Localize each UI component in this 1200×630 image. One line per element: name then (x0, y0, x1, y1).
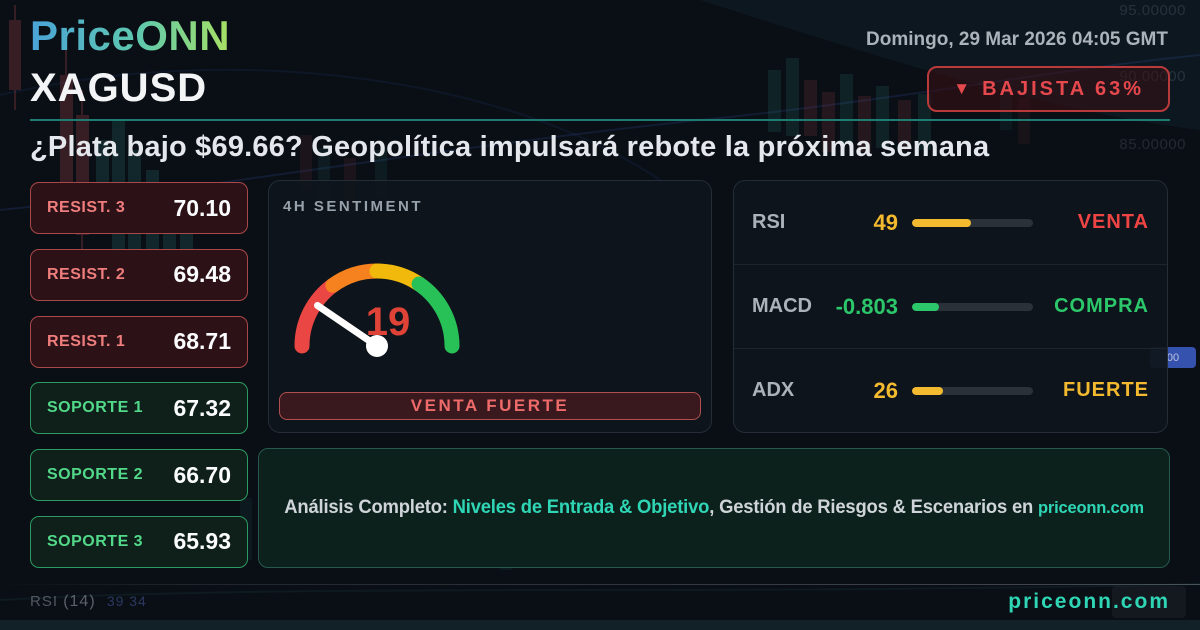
symbol-title: XAGUSD (30, 66, 208, 110)
resistance-3-box: RESIST. 3 70.10 (30, 182, 248, 234)
indicator-bar-fill (912, 386, 944, 395)
resistance-1-box: RESIST. 1 68.71 (30, 315, 248, 368)
footer-site-link[interactable]: priceonn.com (1008, 590, 1170, 613)
logo-part-onn: ONN (135, 12, 231, 59)
promo-banner-text: Análisis Completo: Niveles de Entrada & … (284, 497, 1144, 519)
indicator-status: VENTA (1077, 211, 1149, 233)
triangle-down-icon: ▼ (953, 79, 971, 98)
brand-logo: PriceONN (30, 12, 230, 60)
indicators-card: RSI 49 VENTA MACD -0.803 COMPRA ADX 26 F… (733, 180, 1168, 433)
indicator-name: MACD (752, 295, 812, 317)
logo-part-price: Price (30, 12, 136, 59)
promo-banner: Análisis Completo: Niveles de Entrada & … (258, 448, 1170, 568)
bearish-signal-badge: ▼ BAJISTA 63% (927, 66, 1170, 112)
bg-axis-label: 95.00000 (1119, 2, 1186, 19)
indicator-row-adx: ADX 26 FUERTE (734, 348, 1167, 432)
level-value: 65.93 (173, 528, 231, 555)
sentiment-gauge: 19 (272, 231, 492, 371)
footer-rsi-label: RSI (30, 593, 59, 610)
level-label: RESIST. 3 (47, 199, 126, 216)
indicator-status: FUERTE (1063, 379, 1149, 401)
indicator-bar (912, 218, 1033, 227)
indicator-value: 49 (873, 209, 898, 235)
sentiment-status-pill: VENTA FUERTE (279, 392, 701, 420)
footer-rsi-values: 39 34 (106, 593, 147, 609)
levels-column: RESIST. 3 70.10 RESIST. 2 69.48 RESIST. … (30, 182, 248, 568)
level-value: 70.10 (173, 194, 231, 221)
footer-rsi-period: (14) (63, 593, 96, 610)
signal-badge-label: BAJISTA 63% (982, 77, 1144, 100)
gauge-arc-green (411, 276, 460, 354)
level-label: RESIST. 2 (47, 265, 126, 283)
indicator-value: 26 (873, 377, 898, 403)
support-1-box: SOPORTE 1 67.32 (30, 382, 248, 435)
indicator-bar (912, 302, 1033, 311)
resistance-2-box: RESIST. 2 69.48 (30, 248, 248, 301)
gauge-needle (314, 302, 381, 350)
gauge-pivot (366, 335, 388, 357)
level-label: SOPORTE 2 (47, 466, 144, 484)
sentiment-card: 4H SENTIMENT 19 VENTA FUERTE (268, 180, 712, 433)
bottom-strip (0, 620, 1200, 630)
support-2-box: SOPORTE 2 66.70 (30, 449, 248, 502)
indicator-row-macd: MACD -0.803 COMPRA (734, 264, 1167, 348)
footer-divider (0, 584, 1200, 585)
level-label: SOPORTE 3 (47, 532, 144, 550)
indicator-row-rsi: RSI 49 VENTA (734, 181, 1167, 264)
indicator-value: -0.803 (835, 293, 898, 319)
banner-middle: , Gestión de Riesgos & Escenarios en (709, 497, 1038, 518)
banner-highlight: Niveles de Entrada & Objetivo (452, 497, 710, 518)
indicator-status: COMPRA (1054, 295, 1149, 317)
bg-axis-label: 85.00000 (1119, 136, 1186, 153)
support-3-box: SOPORTE 3 65.93 (30, 515, 248, 568)
level-value: 67.32 (173, 394, 231, 421)
banner-prefix: Análisis Completo: (284, 497, 453, 518)
headline: ¿Plata bajo $69.66? Geopolítica impulsar… (30, 131, 990, 163)
indicator-name: ADX (752, 379, 795, 401)
level-label: SOPORTE 1 (47, 399, 144, 417)
indicator-bar-fill (912, 218, 972, 227)
indicator-name: RSI (752, 211, 786, 233)
datetime-label: Domingo, 29 Mar 2026 04:05 GMT (866, 29, 1168, 50)
header-divider (30, 119, 1170, 121)
banner-site-link[interactable]: priceonn.com (1037, 498, 1144, 517)
sentiment-title: 4H SENTIMENT (283, 198, 424, 215)
indicator-bar-fill (912, 302, 939, 311)
bg-watermark-box (1112, 586, 1186, 618)
indicator-bar (912, 386, 1033, 395)
level-value: 69.48 (173, 261, 231, 288)
footer-rsi-readout: RSI (14) 39 34 (30, 593, 147, 611)
level-value: 68.71 (173, 328, 231, 355)
level-label: RESIST. 1 (47, 332, 126, 350)
level-value: 66.70 (173, 461, 231, 488)
